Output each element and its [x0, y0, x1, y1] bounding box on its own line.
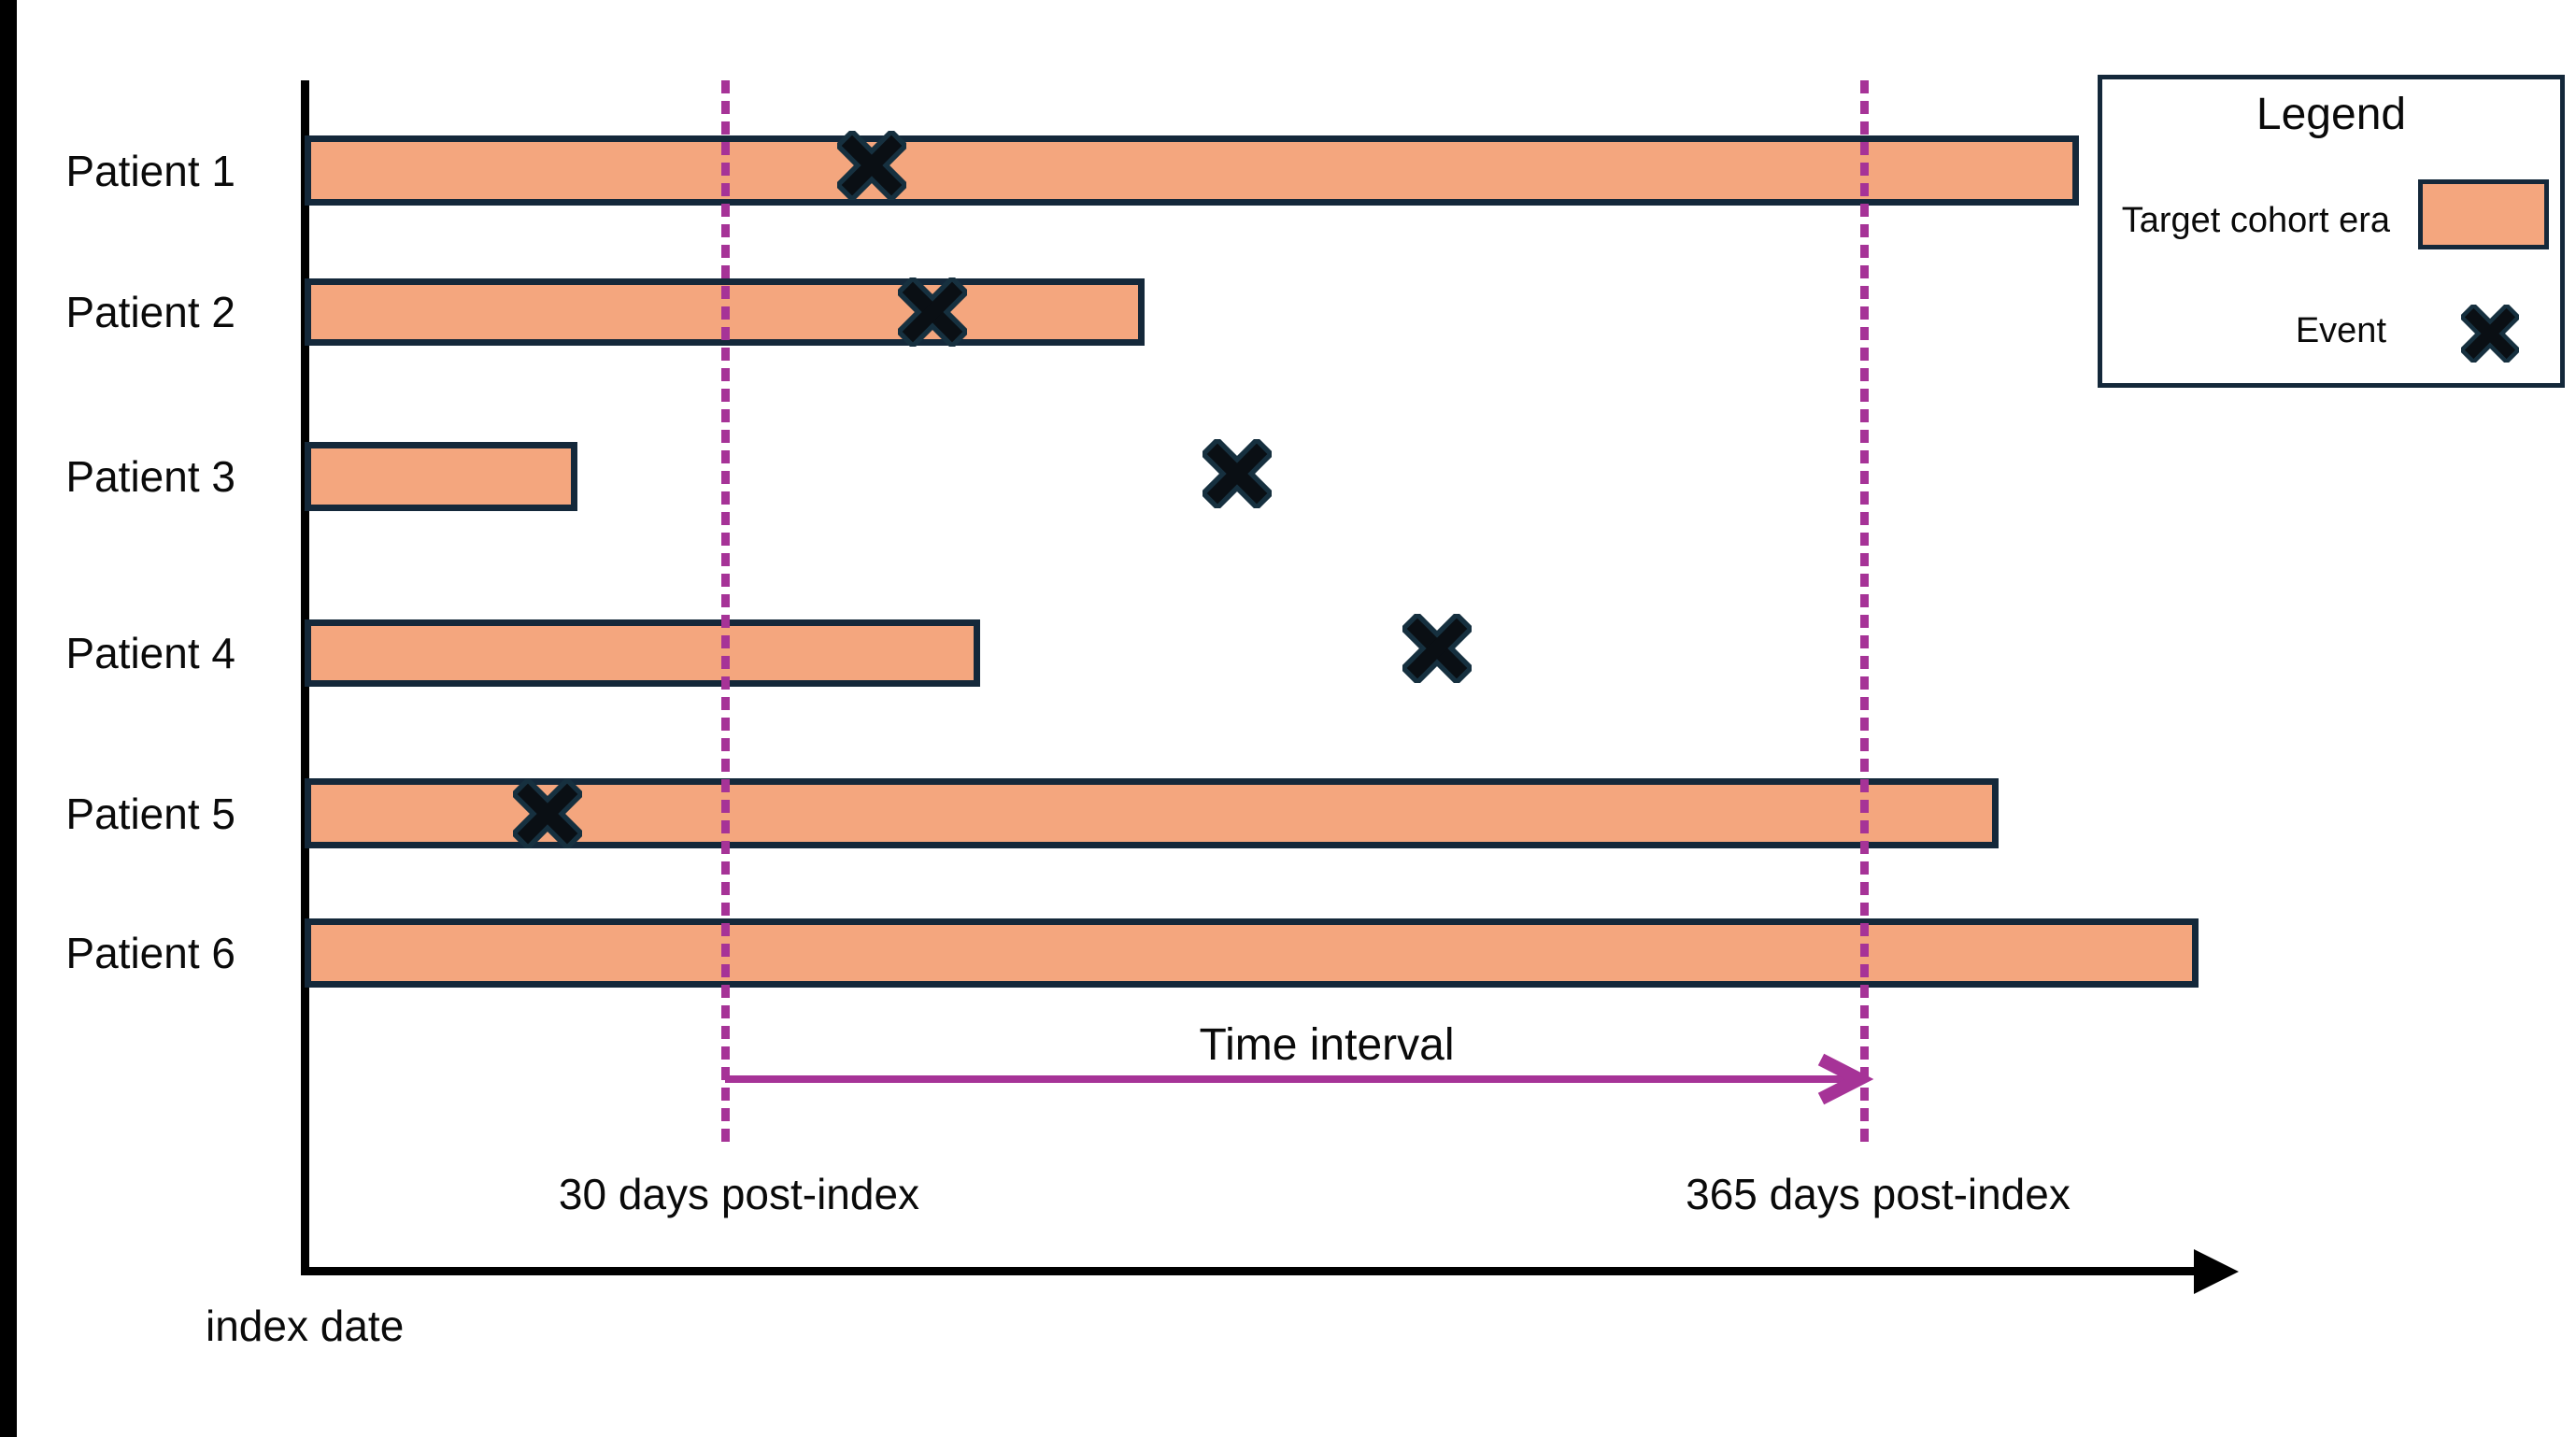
marker-label: 365 days post-index: [1686, 1170, 2071, 1218]
legend-title: Legend: [2256, 90, 2407, 139]
marker-label: 30 days post-index: [558, 1170, 920, 1218]
patient-label: Patient 6: [65, 929, 235, 977]
patient-label: Patient 3: [65, 452, 235, 501]
left-edge-strip: [0, 0, 17, 1437]
patient-bar: [305, 135, 2079, 206]
event-x-icon: [1402, 614, 1472, 683]
patient-label: Patient 1: [65, 146, 235, 195]
legend-target-cohort-era-swatch: [2418, 179, 2549, 249]
patient-bar: [305, 778, 1999, 848]
patient-bar: [305, 619, 980, 687]
time-interval-arrow: [725, 1053, 1874, 1105]
patient-bar: [305, 442, 577, 511]
legend-item-target-cohort-era-label: Target cohort era: [2121, 201, 2390, 240]
event-x-icon: [513, 779, 582, 848]
patient-label: Patient 5: [65, 789, 235, 838]
legend-box: Legend Target cohort era Event: [2098, 75, 2565, 388]
marker-dashed-line: [1860, 80, 1869, 1149]
legend-event-x-icon: [2461, 305, 2519, 363]
legend-item-event-label: Event: [2295, 311, 2386, 350]
patient-bar: [305, 918, 2199, 988]
event-x-icon: [837, 131, 906, 200]
x-axis-arrowhead-icon: [2194, 1248, 2239, 1294]
event-x-icon: [1203, 439, 1272, 508]
time-interval-label: Time interval: [1199, 1020, 1455, 1070]
event-x-icon: [898, 277, 967, 347]
patient-label: Patient 4: [65, 629, 235, 677]
patient-label: Patient 2: [65, 288, 235, 336]
x-axis-line: [301, 1267, 2194, 1275]
marker-dashed-line: [721, 80, 730, 1149]
x-axis-title: index date: [206, 1302, 405, 1350]
